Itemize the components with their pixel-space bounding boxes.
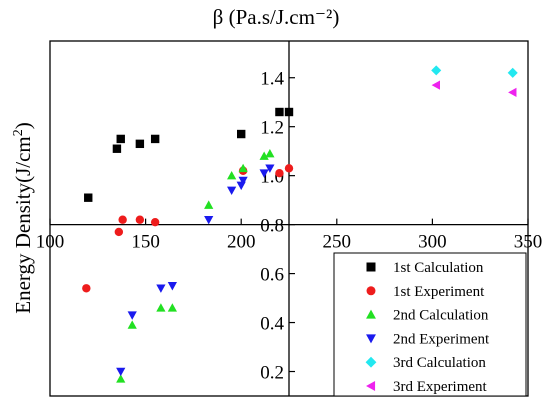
data-point	[150, 134, 160, 144]
y-tick-label: 0.8	[260, 216, 284, 237]
data-point	[508, 87, 517, 98]
series-1-group	[84, 107, 294, 202]
data-point	[112, 144, 122, 153]
data-point	[116, 134, 125, 144]
data-point	[227, 171, 237, 180]
data-point	[238, 176, 248, 186]
data-point	[507, 67, 518, 78]
data-point	[275, 107, 284, 117]
legend-marker	[366, 262, 376, 272]
data-point	[150, 217, 160, 227]
y-tick-label: 0.4	[260, 314, 284, 335]
x-tick-label: 350	[514, 232, 543, 253]
data-point	[127, 320, 137, 329]
series-3-group	[116, 149, 275, 383]
x-tick-label: 150	[131, 232, 160, 253]
series-5-group	[431, 65, 518, 78]
data-point	[431, 80, 441, 90]
data-point	[135, 139, 145, 149]
data-point	[238, 163, 248, 173]
data-point	[82, 284, 91, 293]
x-tick-label: 200	[227, 232, 256, 253]
x-tick-label: 300	[418, 232, 447, 253]
y-axis-title-close: )	[11, 122, 35, 129]
data-point	[204, 215, 214, 225]
data-point	[236, 181, 246, 191]
data-point	[431, 65, 442, 76]
data-point	[118, 215, 127, 224]
marks-layer	[82, 65, 518, 383]
legend-marker	[366, 309, 376, 319]
y-tick-label: 0.6	[260, 265, 284, 286]
legend-label: 1st Experiment	[393, 284, 485, 300]
y-tick-label: 0.2	[260, 363, 284, 384]
y-axis-title-main: Energy Density(J/cm	[11, 136, 35, 314]
data-point	[156, 284, 166, 293]
data-point	[114, 227, 124, 237]
legend-marker	[365, 356, 377, 368]
legend-label: 2nd Experiment	[393, 331, 490, 347]
data-point	[156, 303, 166, 312]
data-point	[259, 169, 269, 178]
data-point	[116, 374, 126, 383]
data-point	[204, 200, 214, 209]
data-point	[275, 169, 284, 178]
legend: 1st Calculation 1st Experiment 2nd Calcula…	[333, 252, 527, 397]
legend-label: 3rd Calculation	[393, 355, 486, 371]
series-6-group	[431, 80, 517, 98]
x-tick-label: 100	[36, 232, 65, 253]
top-axis-title: β (Pa.s/J.cm⁻²)	[213, 5, 340, 29]
data-point	[84, 193, 93, 202]
y-tick-label: 1.4	[260, 69, 284, 90]
legend-label: 2nd Calculation	[393, 308, 489, 324]
legend-label: 3rd Experiment	[393, 379, 488, 395]
data-point	[127, 311, 137, 320]
x-tick-label: 250	[323, 232, 352, 253]
y-tick-label: 1.2	[260, 118, 284, 139]
legend-label: 1st Calculation	[393, 260, 484, 276]
y-axis-title-superscript: 2	[11, 129, 26, 136]
series-4-group	[116, 164, 275, 377]
data-point	[259, 151, 269, 160]
legend-marker	[366, 381, 376, 391]
data-point	[167, 303, 177, 312]
data-point	[284, 164, 294, 173]
legend-marker	[366, 286, 376, 296]
data-point	[135, 215, 145, 224]
legend-box	[333, 252, 527, 397]
data-point	[167, 282, 177, 291]
legend-marker	[366, 334, 376, 344]
data-point	[265, 164, 275, 173]
data-point	[265, 149, 275, 158]
data-point	[284, 107, 294, 117]
data-point	[227, 186, 237, 195]
data-point	[116, 367, 126, 377]
data-point	[237, 129, 246, 139]
y-axis-title: Energy Density(J/cm2)	[11, 122, 35, 314]
